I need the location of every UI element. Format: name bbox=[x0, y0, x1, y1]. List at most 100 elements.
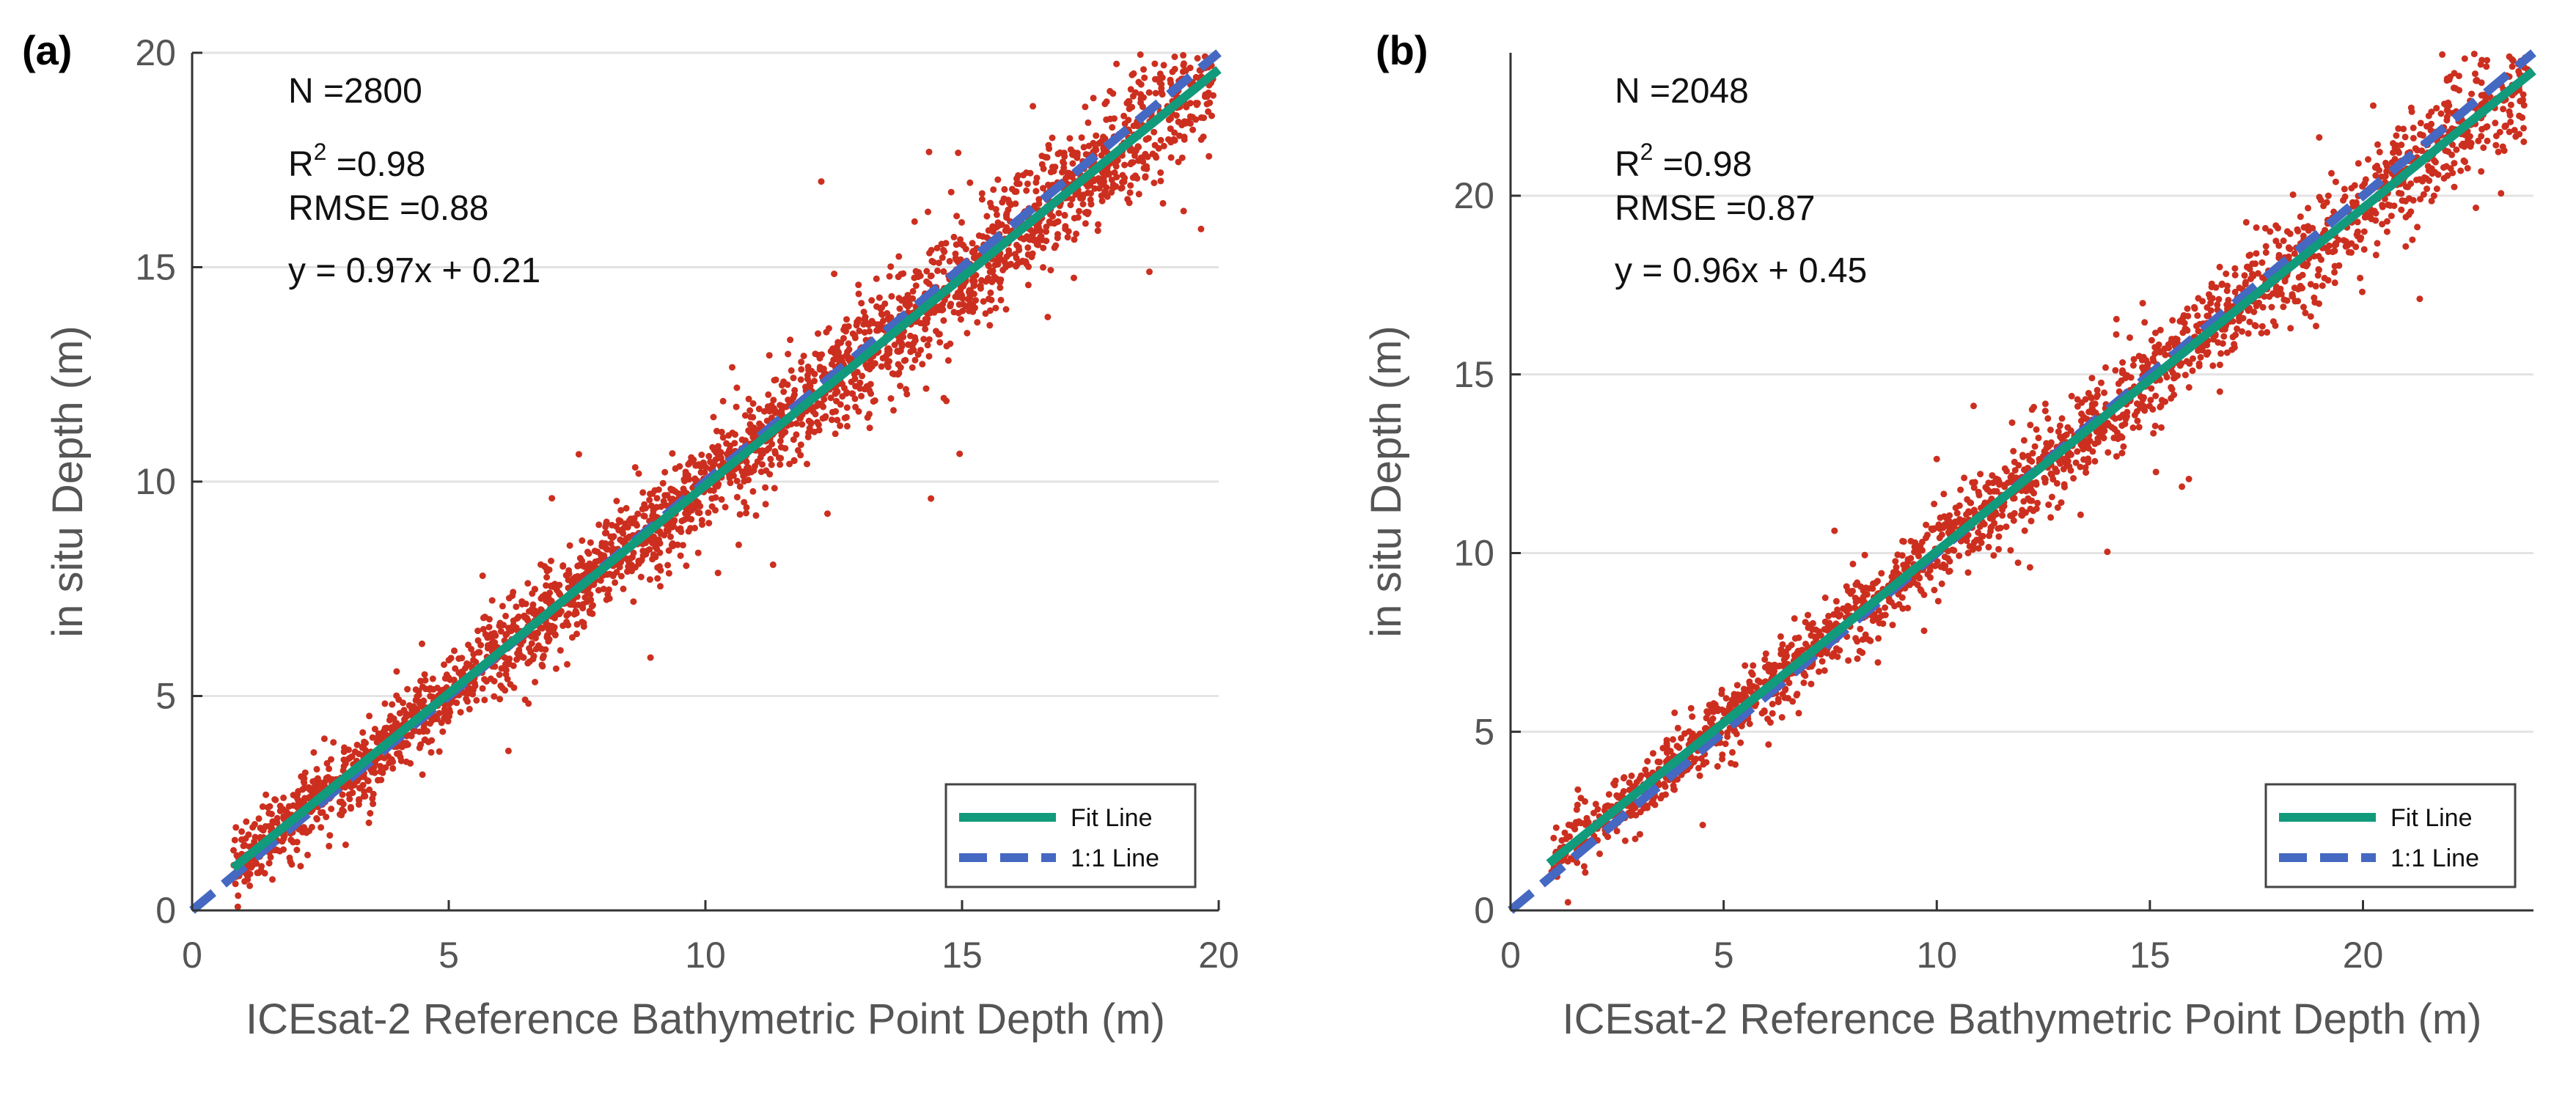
data-point bbox=[1830, 649, 1838, 657]
data-point bbox=[2113, 331, 2120, 338]
data-point bbox=[2253, 302, 2260, 309]
data-point bbox=[2484, 137, 2491, 144]
data-point bbox=[1938, 531, 1945, 538]
data-point bbox=[532, 679, 539, 685]
data-point bbox=[797, 376, 804, 383]
data-point bbox=[2401, 133, 2409, 141]
data-point bbox=[2028, 487, 2036, 495]
data-point bbox=[1863, 584, 1870, 592]
data-point bbox=[2019, 512, 2026, 519]
data-point bbox=[2055, 428, 2062, 435]
data-point bbox=[876, 294, 883, 301]
data-point bbox=[393, 668, 400, 675]
data-point bbox=[640, 512, 647, 520]
data-point bbox=[2246, 265, 2253, 273]
data-point bbox=[879, 317, 887, 325]
data-point bbox=[767, 455, 774, 463]
data-point bbox=[2388, 159, 2396, 166]
data-point bbox=[2152, 392, 2159, 399]
data-point bbox=[2395, 125, 2402, 132]
data-point bbox=[1129, 71, 1136, 78]
data-point bbox=[2181, 372, 2189, 379]
data-point bbox=[749, 487, 757, 495]
data-point bbox=[1126, 199, 1133, 207]
x-tick-label: 0 bbox=[182, 935, 202, 976]
data-point bbox=[661, 492, 669, 499]
data-point bbox=[736, 511, 744, 518]
data-point bbox=[986, 307, 994, 314]
data-point bbox=[297, 863, 304, 870]
data-point bbox=[241, 877, 249, 885]
data-point bbox=[780, 389, 788, 395]
data-point bbox=[840, 335, 847, 342]
data-point bbox=[1621, 837, 1629, 844]
data-point bbox=[1131, 152, 1138, 159]
data-point bbox=[1203, 100, 1211, 108]
data-point bbox=[745, 464, 752, 471]
data-point bbox=[2383, 228, 2390, 235]
data-point bbox=[1582, 869, 1589, 876]
data-point bbox=[683, 562, 690, 570]
data-point bbox=[565, 610, 573, 617]
data-point bbox=[738, 468, 746, 475]
data-point bbox=[1180, 207, 1187, 215]
data-point bbox=[1135, 78, 1142, 86]
data-point bbox=[2010, 448, 2017, 454]
data-point bbox=[253, 860, 260, 867]
data-point bbox=[1068, 196, 1076, 203]
data-point bbox=[1573, 806, 1580, 813]
data-point bbox=[430, 715, 438, 723]
data-point bbox=[987, 289, 994, 296]
data-point bbox=[667, 533, 674, 540]
data-point bbox=[2520, 91, 2527, 98]
data-point bbox=[1071, 274, 1077, 281]
data-point bbox=[1964, 569, 1972, 576]
data-point bbox=[898, 297, 906, 304]
data-point bbox=[232, 880, 239, 888]
data-point bbox=[457, 709, 464, 716]
data-point bbox=[2372, 172, 2379, 179]
data-point bbox=[990, 228, 997, 235]
data-point bbox=[529, 609, 537, 616]
data-point bbox=[1113, 60, 1120, 67]
data-point bbox=[2431, 157, 2438, 164]
data-point bbox=[1709, 715, 1717, 722]
data-point bbox=[863, 320, 870, 327]
data-point bbox=[263, 791, 270, 798]
data-point bbox=[1137, 95, 1145, 103]
data-point bbox=[2033, 426, 2040, 433]
data-point bbox=[1066, 135, 1074, 142]
data-point bbox=[2157, 326, 2164, 334]
data-point bbox=[375, 730, 382, 737]
data-point bbox=[579, 605, 587, 612]
data-point bbox=[497, 682, 504, 689]
data-point bbox=[943, 342, 950, 350]
data-point bbox=[1704, 710, 1711, 717]
data-point bbox=[2162, 398, 2169, 405]
data-point bbox=[1005, 196, 1012, 204]
data-point bbox=[778, 382, 785, 389]
data-point bbox=[548, 557, 554, 564]
data-point bbox=[539, 625, 546, 632]
data-point bbox=[2212, 284, 2220, 291]
data-point bbox=[382, 764, 389, 771]
data-point bbox=[1062, 223, 1069, 230]
data-point bbox=[1592, 800, 1599, 808]
data-point bbox=[562, 572, 570, 579]
data-point bbox=[994, 219, 1002, 227]
data-point bbox=[489, 643, 496, 650]
data-point bbox=[479, 685, 486, 692]
data-point bbox=[1995, 525, 2002, 532]
stat-r2-superscript: 2 bbox=[314, 139, 327, 165]
data-point bbox=[2041, 408, 2049, 415]
data-point bbox=[548, 495, 556, 502]
data-point bbox=[669, 450, 676, 457]
data-point bbox=[1687, 704, 1695, 712]
data-point bbox=[1995, 545, 2003, 553]
legend-fit-label: Fit Line bbox=[2390, 804, 2473, 832]
data-point bbox=[615, 517, 623, 524]
data-point bbox=[1663, 740, 1670, 747]
data-point bbox=[2092, 409, 2099, 416]
data-point bbox=[2300, 303, 2307, 311]
data-point bbox=[1643, 771, 1651, 778]
